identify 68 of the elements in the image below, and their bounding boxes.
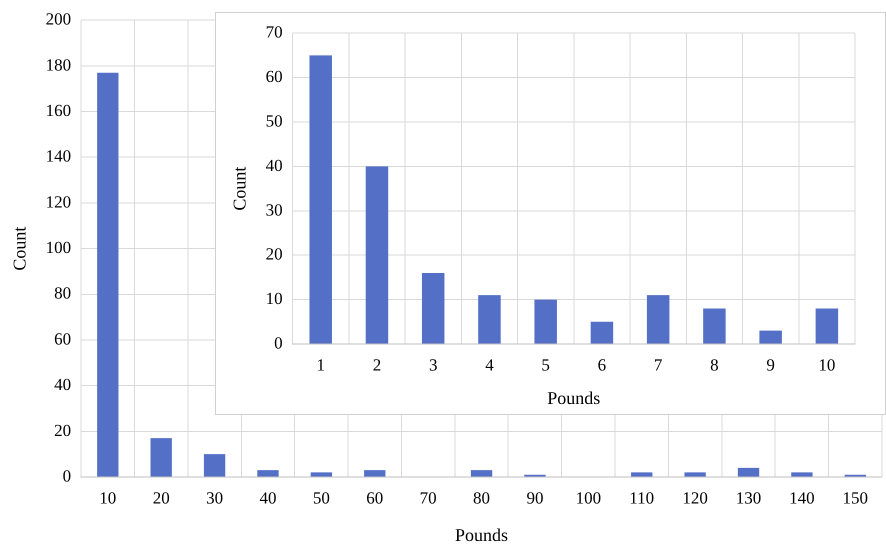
bar xyxy=(631,472,652,476)
bar xyxy=(364,470,386,476)
y-axis-title: Count xyxy=(10,226,30,271)
bar xyxy=(470,470,492,476)
x-axis-title: Pounds xyxy=(547,388,600,408)
bar xyxy=(204,454,226,476)
x-tick-label: 60 xyxy=(366,488,384,508)
bar xyxy=(422,272,444,344)
x-tick-label: 3 xyxy=(428,356,438,375)
x-tick-label: 10 xyxy=(818,356,836,375)
bar xyxy=(816,308,838,344)
x-tick-label: 9 xyxy=(766,356,775,375)
y-tick-label: 40 xyxy=(266,156,283,175)
bar xyxy=(738,468,760,476)
x-tick-label: 5 xyxy=(541,356,550,375)
x-tick-label: 2 xyxy=(372,356,382,375)
x-tick-label: 70 xyxy=(420,488,437,508)
bar xyxy=(646,295,670,344)
y-tick-label: 50 xyxy=(266,111,283,130)
x-tick-label: 90 xyxy=(526,488,544,508)
bar xyxy=(684,472,706,476)
x-tick-label: 10 xyxy=(99,488,116,508)
y-tick-label: 80 xyxy=(54,284,72,303)
y-tick-label: 70 xyxy=(266,22,283,42)
x-tick-label: 1 xyxy=(316,356,325,375)
bar xyxy=(97,72,118,476)
x-tick-label: 4 xyxy=(485,356,494,375)
y-tick-label: 30 xyxy=(266,200,283,220)
y-tick-label: 160 xyxy=(46,101,72,120)
bar xyxy=(309,55,332,344)
y-tick-label: 140 xyxy=(46,146,72,166)
y-tick-label: 40 xyxy=(54,375,72,394)
x-tick-label: 130 xyxy=(736,488,762,508)
bar xyxy=(150,438,172,476)
x-tick-label: 50 xyxy=(312,488,330,508)
x-tick-label: 140 xyxy=(789,488,815,508)
y-tick-label: 60 xyxy=(266,67,283,86)
x-tick-label: 80 xyxy=(473,488,490,508)
x-tick-label: 8 xyxy=(710,356,719,375)
bar xyxy=(478,295,501,344)
x-tick-label: 110 xyxy=(629,488,654,508)
bar xyxy=(791,472,813,476)
y-tick-label: 200 xyxy=(46,10,72,29)
x-tick-label: 6 xyxy=(598,356,606,375)
y-tick-label: 0 xyxy=(62,466,72,486)
x-tick-label: 150 xyxy=(842,488,868,508)
y-tick-label: 20 xyxy=(266,244,283,264)
x-tick-label: 120 xyxy=(682,488,708,508)
bar xyxy=(257,470,279,476)
y-tick-label: 10 xyxy=(266,289,283,308)
y-tick-label: 100 xyxy=(46,238,72,258)
y-tick-label: 180 xyxy=(46,55,72,74)
bar xyxy=(534,300,557,344)
y-tick-label: 0 xyxy=(274,333,283,352)
x-axis-title: Pounds xyxy=(455,524,508,545)
x-tick-label: 7 xyxy=(654,356,663,375)
bar xyxy=(310,472,332,476)
y-tick-label: 60 xyxy=(54,329,72,348)
bar xyxy=(759,330,782,344)
y-tick-label: 120 xyxy=(46,192,72,212)
x-tick-label: 20 xyxy=(152,488,170,508)
x-tick-label: 30 xyxy=(206,488,224,508)
bar xyxy=(366,166,388,344)
y-tick-label: 20 xyxy=(54,420,72,440)
bar xyxy=(590,322,614,344)
bar xyxy=(703,308,726,344)
y-axis-title: Count xyxy=(230,166,250,211)
x-tick-label: 100 xyxy=(576,488,602,508)
